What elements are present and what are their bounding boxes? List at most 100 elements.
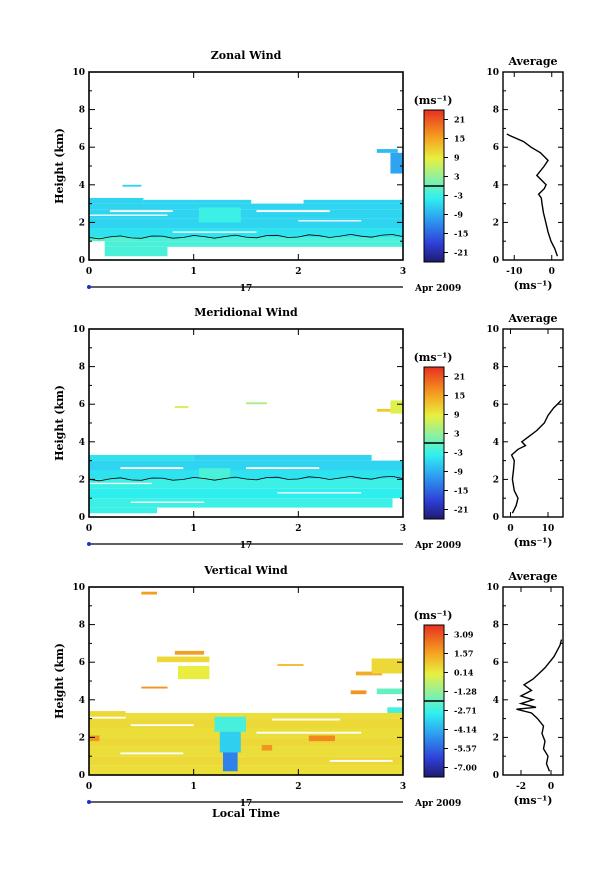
heatmap-cell	[89, 218, 403, 229]
avg-y-tick-label: 8	[493, 621, 499, 631]
avg-y-tick-label: 4	[493, 181, 499, 191]
avg-x-axis-label: (ms⁻¹)	[514, 279, 553, 292]
average-frame	[502, 328, 564, 518]
avg-y-tick-label: 10	[486, 68, 499, 78]
heatmap-cell	[89, 488, 403, 499]
avg-x-tick-label: -10	[506, 267, 522, 277]
heatmap-cells	[89, 400, 403, 514]
heatmap-cell	[157, 656, 210, 663]
day-label: 17	[240, 799, 253, 809]
average-frame	[502, 586, 564, 776]
heatmap-cell	[89, 737, 403, 747]
data-gap	[277, 492, 362, 494]
avg-x-tick-label: -2	[516, 782, 526, 792]
heatmap-cell	[376, 688, 403, 695]
heatmap-cell	[371, 658, 403, 674]
heatmap-cell	[141, 591, 158, 595]
y-tick-label: 8	[79, 363, 85, 373]
avg-y-tick-label: 2	[493, 733, 499, 743]
heatmap-cell	[177, 665, 210, 680]
data-gap	[89, 482, 152, 485]
colorbar-tick-label: -1.28	[454, 687, 477, 697]
y-tick-label: 0	[79, 513, 85, 523]
panel-zonal-wind: Zonal Wind 0 2 4 6 8 10 0 1 2 3 Height (km) 17 Apr 20…	[53, 49, 564, 294]
x-tick-label: 3	[400, 782, 406, 792]
y-tick-label: 2	[79, 475, 85, 485]
colorbar-tick-label: 0.14	[454, 668, 474, 678]
panel-title: Zonal Wind	[211, 49, 282, 62]
colorbar-tick-label: 1.57	[454, 649, 473, 659]
colorbar-tick-label: 3	[454, 172, 460, 182]
heatmap-cell	[198, 468, 231, 480]
heatmap-cell	[308, 735, 335, 742]
avg-x-tick-label: 0	[548, 782, 554, 792]
heatmap-cell	[122, 184, 142, 187]
colorbar-tick-label: -21	[454, 248, 468, 258]
heatmap-cell	[89, 507, 158, 514]
heatmap-cell	[355, 671, 383, 676]
heatmap-cell	[277, 664, 304, 666]
x-tick-label: 2	[295, 267, 301, 277]
colorbar-tick-label: -9	[454, 210, 463, 220]
data-gap	[120, 752, 184, 755]
colorbar-tick-label: -4.14	[454, 725, 477, 735]
y-axis-label: Height (km)	[53, 385, 66, 461]
heatmap-cell	[303, 199, 403, 204]
y-tick-label: 4	[79, 438, 85, 448]
colorbar-unit: (ms⁻¹)	[414, 351, 453, 364]
colorbar-tick-label: 21	[454, 372, 465, 382]
heatmap-cell	[89, 237, 137, 242]
colorbar-tick-label: 9	[454, 153, 460, 163]
heatmap-cell	[350, 690, 367, 695]
x-tick-label: 0	[86, 524, 92, 534]
heatmap-cell	[89, 209, 403, 219]
colorbar-unit: (ms⁻¹)	[414, 94, 453, 107]
avg-y-tick-label: 0	[493, 256, 499, 266]
heatmap-cell	[89, 765, 403, 775]
avg-y-tick-label: 0	[493, 513, 499, 523]
colorbar-tick-label: -15	[454, 486, 468, 496]
x-tick-label: 2	[295, 524, 301, 534]
heatmap-cell	[125, 712, 403, 719]
heatmap-cell	[390, 152, 403, 174]
avg-y-tick-label: 2	[493, 475, 499, 485]
heatmap-cell	[141, 686, 168, 689]
average-frame	[502, 71, 564, 261]
y-tick-label: 8	[79, 106, 85, 116]
x-tick-label: 1	[191, 267, 197, 277]
y-tick-label: 4	[79, 696, 85, 706]
y-tick-label: 2	[79, 218, 85, 228]
average-title: Average	[507, 55, 557, 68]
y-tick-label: 10	[72, 325, 85, 335]
heatmap-cell	[376, 408, 391, 412]
heatmap-cell	[89, 498, 393, 508]
y-tick-label: 0	[79, 256, 85, 266]
average-profile-line	[516, 639, 563, 772]
avg-y-tick-label: 10	[486, 583, 499, 593]
heatmap-cell	[89, 454, 194, 461]
day-label: 17	[240, 284, 253, 294]
avg-x-tick-label: 10	[542, 524, 555, 534]
heatmap-cell	[89, 728, 403, 738]
avg-y-tick-label: 6	[493, 400, 499, 410]
heatmap-cell	[89, 197, 144, 204]
timeline-marker	[87, 800, 91, 804]
heatmap-cell	[89, 479, 403, 489]
colorbar-tick-label: -5.57	[454, 744, 477, 754]
avg-x-axis-label: (ms⁻¹)	[514, 794, 553, 807]
heatmap-cell	[104, 246, 168, 257]
average-title: Average	[507, 570, 557, 583]
data-gap	[130, 501, 205, 503]
colorbar-tick-label: 3.09	[454, 630, 474, 640]
heatmap-cell	[222, 752, 238, 772]
x-tick-label: 1	[191, 524, 197, 534]
date-label: Apr 2009	[414, 284, 461, 294]
data-gap	[172, 231, 257, 233]
heatmap-cell	[89, 460, 403, 470]
y-tick-label: 10	[72, 68, 85, 78]
heatmap-cell	[89, 756, 403, 766]
colorbar-tick-label: -9	[454, 467, 463, 477]
average-profile-line	[510, 399, 562, 514]
data-gap	[89, 214, 168, 216]
colorbar-tick-label: 9	[454, 410, 460, 420]
